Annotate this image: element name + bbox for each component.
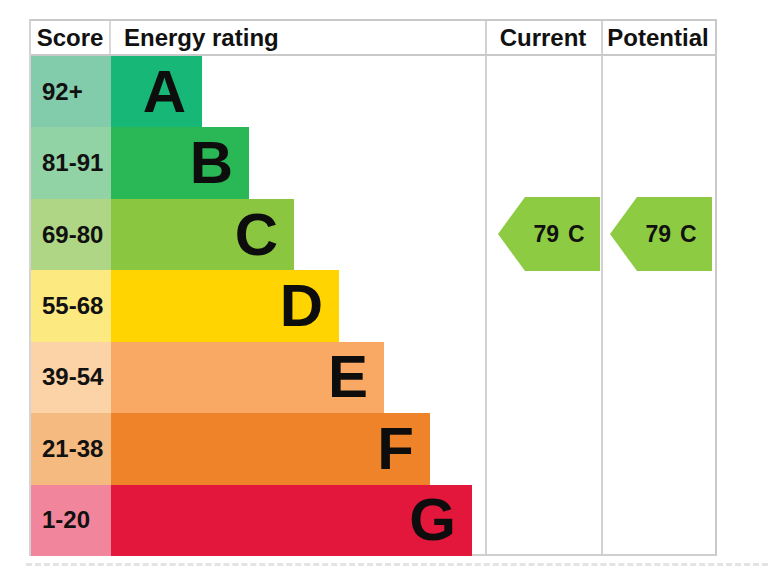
- bottom-dashed-line: [26, 563, 768, 566]
- band-row-f: 21-38 F: [31, 413, 715, 484]
- current-header: Current: [485, 21, 601, 54]
- band-row-d: 55-68 D: [31, 270, 715, 341]
- current-rating-letter: C: [568, 221, 585, 248]
- score-cell: 1-20: [31, 485, 111, 556]
- potential-header: Potential: [601, 21, 715, 54]
- score-cell: 69-80: [31, 199, 111, 270]
- rating-letter: B: [190, 133, 233, 193]
- band-row-e: 39-54 E: [31, 342, 715, 413]
- band-row-g: 1-20 G: [31, 485, 715, 556]
- epc-table: Score Energy rating Current Potential 92…: [29, 19, 717, 556]
- epc-rating-chart: Score Energy rating Current Potential 92…: [0, 0, 768, 576]
- rating-bar: A: [111, 56, 202, 127]
- band-row-b: 81-91 B: [31, 127, 715, 198]
- energy-rating-header: Energy rating: [111, 21, 485, 54]
- score-cell: 39-54: [31, 342, 111, 413]
- rating-bar: E: [111, 342, 384, 413]
- rating-bands: 92+ A 81-91 B 69-80 C 55-68 D 39-54 E 21-38 F 1-20 G: [31, 56, 715, 556]
- rating-letter: F: [377, 419, 414, 479]
- rating-bar: D: [111, 270, 339, 341]
- rating-bar: F: [111, 413, 430, 484]
- score-cell: 92+: [31, 56, 111, 127]
- rating-bar: B: [111, 127, 249, 198]
- score-cell: 81-91: [31, 127, 111, 198]
- rating-bar: G: [111, 485, 472, 556]
- rating-letter: C: [235, 205, 278, 265]
- rating-letter: G: [409, 490, 456, 550]
- rating-bar: C: [111, 199, 294, 270]
- current-rating-value: 79: [533, 221, 559, 248]
- potential-rating-letter: C: [680, 221, 697, 248]
- table-header: Score Energy rating Current Potential: [31, 21, 715, 56]
- band-row-a: 92+ A: [31, 56, 715, 127]
- score-cell: 21-38: [31, 413, 111, 484]
- score-cell: 55-68: [31, 270, 111, 341]
- rating-letter: E: [328, 347, 368, 407]
- rating-letter: A: [143, 62, 186, 122]
- rating-letter: D: [280, 276, 323, 336]
- score-header: Score: [31, 21, 111, 54]
- potential-rating-value: 79: [645, 221, 671, 248]
